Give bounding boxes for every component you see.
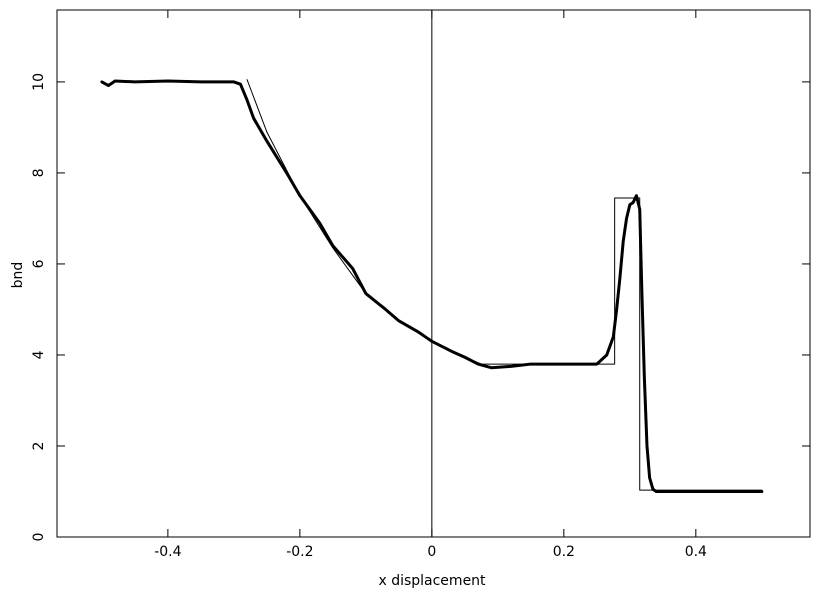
- analytic-line: [246, 79, 763, 491]
- y-tick-label: 8: [31, 168, 47, 177]
- y-tick-label: 2: [31, 442, 47, 451]
- y-axis-label: bnd: [10, 262, 26, 289]
- y-tick-label: 4: [31, 350, 47, 359]
- x-axis-label: x displacement: [378, 573, 486, 589]
- y-tick-label: 10: [31, 73, 47, 91]
- x-tick-label: 0: [427, 544, 436, 560]
- simulation-line: [100, 79, 764, 493]
- x-tick-label: -0.4: [154, 544, 181, 560]
- y-tick-label: 0: [31, 533, 47, 542]
- x-tick-label: -0.2: [286, 544, 313, 560]
- plot-frame: [56, 9, 811, 538]
- x-tick-label: 0.4: [685, 544, 707, 560]
- x-tick-label: 0.2: [553, 544, 575, 560]
- y-tick-label: 6: [31, 259, 47, 268]
